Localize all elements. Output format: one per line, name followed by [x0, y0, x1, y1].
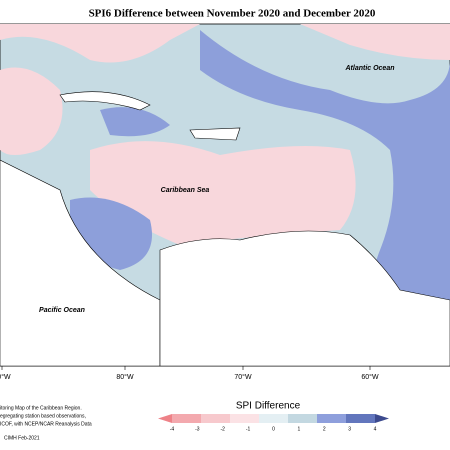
- blue-region: [100, 107, 170, 137]
- legend: -4 -3 -2 -1 0 1 2 3 4: [158, 414, 389, 432]
- footer-credit: CIMH Feb-2021: [4, 435, 40, 441]
- legend-swatch: [288, 414, 317, 423]
- legend-swatch: [158, 414, 172, 423]
- legend-tick-label: -1: [246, 426, 251, 432]
- legend-tick-label: -2: [221, 426, 226, 432]
- legend-tick-label: 0: [272, 426, 275, 432]
- legend-swatch: [172, 414, 201, 423]
- lon-label: 90°W: [0, 373, 11, 381]
- title: SPI6 Difference between November 2020 an…: [89, 8, 376, 20]
- legend-swatch: [375, 414, 389, 423]
- pink-region: [300, 24, 450, 60]
- ocean-label: Pacific Ocean: [39, 307, 85, 314]
- ocean-label: Atlantic Ocean: [344, 65, 394, 72]
- land: [189, 127, 241, 141]
- map: Atlantic Ocean Caribbean Sea Pacific Oce…: [0, 23, 450, 367]
- legend-tick-label: 4: [374, 426, 377, 432]
- legend-swatch: [201, 414, 230, 423]
- legend-title: SPI Difference: [236, 401, 301, 412]
- longitude-labels: 90°W 80°W 70°W 60°W: [0, 366, 379, 381]
- lon-label: 80°W: [116, 373, 134, 381]
- footer-note: ICOF, with NCEP/NCAR Reanalysis Data: [0, 421, 92, 427]
- legend-tick-label: -3: [195, 426, 200, 432]
- legend-swatch: [346, 414, 375, 423]
- pink-region: [90, 141, 356, 245]
- legend-tick-label: -4: [170, 426, 175, 432]
- pink-region: [0, 24, 200, 63]
- legend-tick-label: 2: [323, 426, 326, 432]
- legend-tick-label: 3: [348, 426, 351, 432]
- lon-label: 60°W: [361, 373, 379, 381]
- legend-swatch: [259, 414, 288, 423]
- land: [159, 230, 450, 367]
- footer-note: itoring Map of the Caribbean Region.: [0, 405, 82, 411]
- legend-tick-label: 1: [297, 426, 300, 432]
- footer-note: egregating station based observations,: [0, 413, 86, 419]
- legend-swatch: [317, 414, 346, 423]
- sea-label: Caribbean Sea: [161, 187, 210, 194]
- legend-swatch: [230, 414, 259, 423]
- land: [59, 91, 151, 111]
- lon-label: 70°W: [234, 373, 252, 381]
- pink-region: [0, 67, 63, 155]
